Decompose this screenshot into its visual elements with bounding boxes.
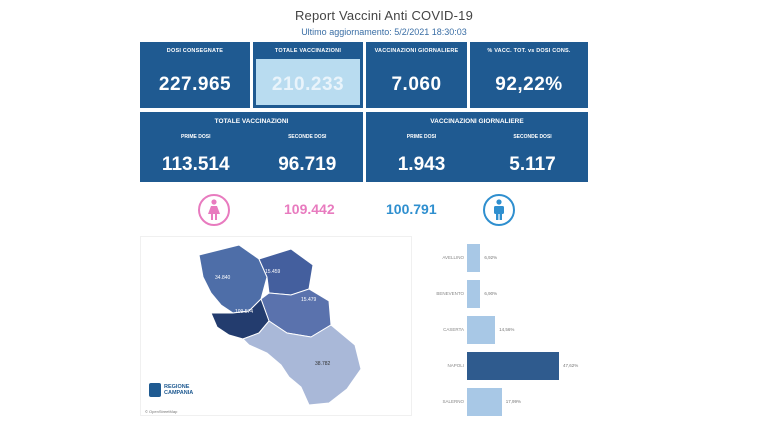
kpi-label: TOTALE VACCINAZIONI [274,48,342,54]
panel-col-seconde: SECONDE DOSI 96.719 [252,134,364,176]
label-benevento: 15.459 [265,269,281,275]
female-icon [198,194,230,226]
col-value: 96.719 [278,154,337,175]
col-label: PRIME DOSI [406,134,437,140]
report-header: Report Vaccini Anti COVID-19 Ultimo aggi… [0,8,768,37]
panel-totale-vaccinazioni: TOTALE VACCINAZIONI PRIME DOSI 113.514 S… [140,112,363,182]
bar-caserta [467,316,496,344]
bar-value-label: 6,90% [484,291,498,296]
bar-value-label: 17,99% [505,399,522,404]
male-icon [483,194,515,226]
page-title: Report Vaccini Anti COVID-19 [294,8,474,23]
map-svg [198,244,362,406]
bar-category-label: CASERTA [443,327,464,332]
regione-emblem-icon [149,383,161,397]
logo-line1: REGIONE [164,384,190,390]
bar-row-salerno: SALERNO 17,99% [424,388,586,416]
bar-category-label: SALERNO [442,399,464,404]
bar-row-avellino: AVELLINO 6,92% [424,244,586,272]
bar-category-label: NAPOLI [447,363,464,368]
label-salerno: 38.782 [315,361,331,367]
bar-napoli [467,352,559,380]
kpi-value: 210.233 [271,74,345,95]
bar-row-caserta: CASERTA 14,56% [424,316,586,344]
label-avellino: 15.479 [301,297,317,303]
col-value: 113.514 [161,154,230,175]
female-badge [198,194,230,226]
regione-logo: REGIONE CAMPANIA [149,383,193,397]
kpi-label: % VACC. TOT. vs DOSI CONS. [487,48,571,54]
logo-line2: CAMPANIA [164,390,194,396]
col-label: SECONDE DOSI [288,134,327,140]
bar-value-label: 47,62% [563,363,579,368]
bar-category-label: BENEVENTO [436,291,464,296]
panel-col-prime: PRIME DOSI 113.514 [140,134,252,176]
bar-category-label: AVELLINO [442,255,464,260]
map-attribution: © OpenStreetMap [145,409,178,414]
bar-salerno [467,388,502,416]
bar-row-napoli: NAPOLI 47,62% [424,352,586,380]
kpi-value: 227.965 [158,74,232,95]
kpi-value: 7.060 [391,74,442,95]
col-label: SECONDE DOSI [513,134,552,140]
male-badge [483,194,515,226]
male-count: 100.791 [386,201,437,217]
female-count: 109.442 [284,201,335,217]
label-caserta: 34.840 [215,275,231,281]
kpi-dosi-consegnate: DOSI CONSEGNATE 227.965 [140,42,250,108]
campania-map: 34.840 15.459 15.479 109.574 38.782 REGI… [140,236,412,416]
kpi-highlight [256,59,360,105]
panel-col-seconde: SECONDE DOSI 5.117 [477,134,588,176]
kpi-percentuale: % VACC. TOT. vs DOSI CONS. 92,22% [470,42,588,108]
panel-col-prime: PRIME DOSI 1.943 [366,134,477,176]
bar-value-label: 6,92% [484,255,498,260]
panel-title: TOTALE VACCINAZIONI [214,118,289,125]
bar-row-benevento: BENEVENTO 6,90% [424,280,586,308]
col-label: PRIME DOSI [181,134,211,140]
bar-avellino [467,244,481,272]
kpi-value: 92,22% [495,74,563,95]
panel-title: VACCINAZIONI GIORNALIERE [430,118,524,125]
bar-benevento [467,280,481,308]
label-napoli: 109.574 [235,309,254,315]
province-bar-chart: AVELLINO 6,92% BENEVENTO 6,90% CASERTA 14,56%… [424,236,586,416]
col-value: 5.117 [509,154,556,175]
last-update: Ultimo aggiornamento: 5/2/2021 18:30:03 [301,27,467,37]
col-value: 1.943 [397,154,446,175]
panel-vaccinazioni-giornaliere: VACCINAZIONI GIORNALIERE PRIME DOSI 1.94… [366,112,588,182]
kpi-totale-vaccinazioni: TOTALE VACCINAZIONI 210.233 [253,42,363,108]
kpi-vaccinazioni-giornaliere: VACCINAZIONI GIORNALIERE 7.060 [366,42,467,108]
kpi-label: VACCINAZIONI GIORNALIERE [374,48,459,54]
kpi-label: DOSI CONSEGNATE [166,48,224,54]
bar-value-label: 14,56% [499,327,515,332]
province-salerno [242,320,362,406]
